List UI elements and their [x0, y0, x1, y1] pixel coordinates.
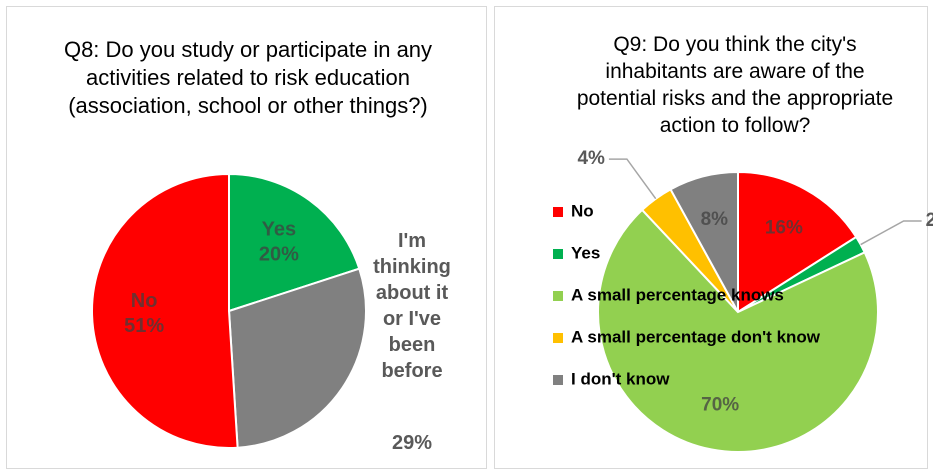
pie-slice [737, 170, 858, 314]
data-label: 4% [577, 148, 605, 169]
data-label: 16% [765, 218, 803, 239]
data-label: 20% [259, 244, 299, 266]
data-label: 51% [124, 315, 164, 337]
legend-label: I don't know [571, 369, 670, 388]
pie-slice [227, 267, 367, 449]
data-label: Yes [262, 219, 296, 241]
legend-label: A small percentage knows [571, 285, 784, 304]
pie-slice [91, 172, 239, 449]
legend-label: Yes [571, 243, 600, 262]
data-label: 29% [391, 432, 433, 454]
data-label: 2% [926, 210, 933, 231]
pie-slice [669, 170, 739, 313]
legend-swatch [553, 249, 563, 259]
legend-swatch [553, 207, 563, 217]
legend-label: A small percentage don't know [571, 327, 821, 346]
legend-swatch [553, 333, 563, 343]
chart-title: Q8: Do you study or participate in any a… [63, 37, 433, 119]
data-label: 70% [701, 395, 739, 416]
data-label: I'm thinking about it or I've been befor… [373, 230, 451, 382]
pie-slice [597, 208, 879, 453]
pie-slice [228, 172, 361, 313]
left-panel [6, 6, 487, 469]
leader-line [608, 158, 657, 200]
right-panel [494, 6, 928, 469]
legend-swatch [553, 291, 563, 301]
legend-swatch [553, 375, 563, 385]
leader-line [860, 220, 922, 246]
data-label: 8% [701, 209, 729, 230]
legend-label: No [571, 201, 594, 220]
data-label: No [131, 290, 158, 312]
chart-title: Q9: Do you think the city's inhabitants … [576, 33, 894, 137]
